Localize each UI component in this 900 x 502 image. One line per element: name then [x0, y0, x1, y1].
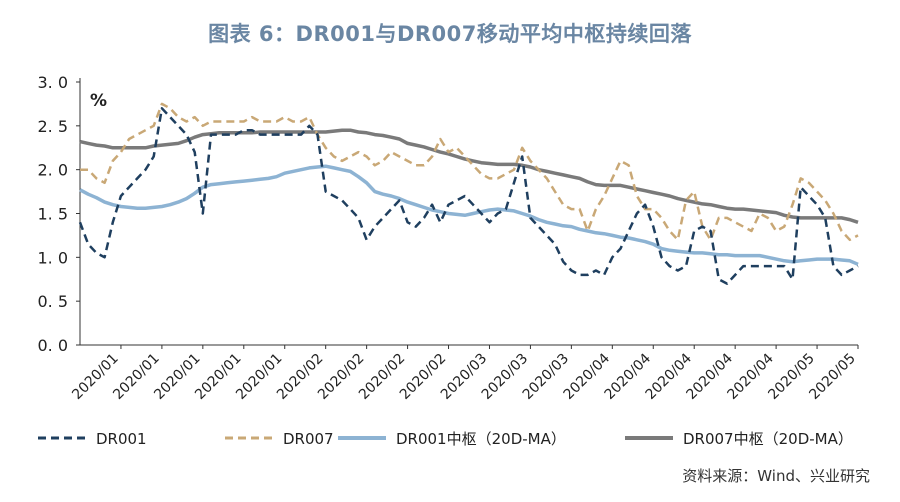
legend-label-3: DR007中枢（20D-MA） — [683, 430, 853, 448]
source-note: 资料来源：Wind、兴业研究 — [682, 467, 870, 485]
legend-label-2: DR001中枢（20D-MA） — [396, 430, 566, 448]
y-tick-label: 2. 0 — [37, 161, 68, 180]
y-tick-label: 2. 5 — [37, 117, 68, 136]
y-tick-label: 0. 0 — [37, 336, 68, 355]
series-line-1 — [80, 102, 859, 242]
chart-title: 图表 6：DR001与DR007移动平均中枢持续回落 — [208, 22, 692, 46]
y-tick-label: 1. 5 — [37, 205, 68, 224]
legend-label-0: DR001 — [96, 430, 147, 448]
y-unit-label: % — [90, 91, 107, 111]
y-tick-label: 1. 0 — [37, 248, 68, 267]
y-tick-label: 0. 5 — [37, 292, 68, 311]
legend-label-1: DR007 — [283, 430, 334, 448]
y-tick-label: 3. 0 — [37, 73, 68, 92]
series-line-0 — [78, 107, 859, 285]
series-line-2 — [79, 164, 859, 266]
